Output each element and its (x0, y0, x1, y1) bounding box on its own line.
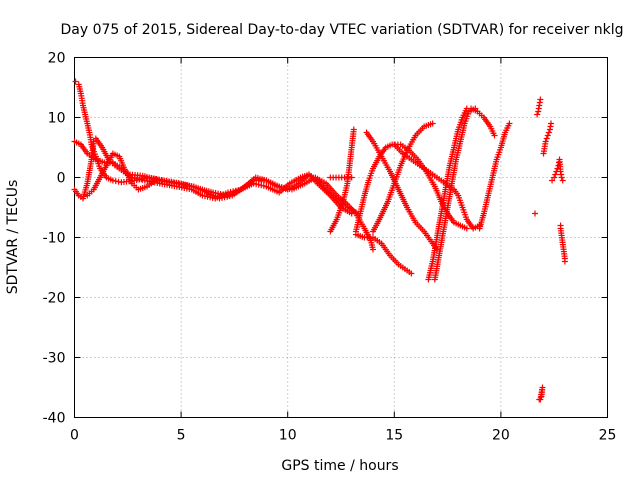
x-tick-label: 15 (385, 428, 403, 444)
y-tick-label: 20 (48, 51, 66, 67)
data-point (369, 246, 376, 253)
data-point (545, 129, 552, 136)
x-tick-label: 25 (599, 428, 617, 444)
data-point (551, 174, 558, 181)
data-point (542, 138, 549, 145)
y-tick-label: -40 (43, 411, 66, 427)
data-point (558, 174, 565, 181)
data-point (348, 174, 355, 181)
x-axis-label: GPS time / hours (281, 458, 398, 474)
x-tick-label: 20 (492, 428, 510, 444)
data-point (152, 177, 159, 184)
data-point (537, 96, 544, 103)
y-axis-label: SDTVAR / TECUs (5, 180, 21, 295)
y-tick-label: 10 (48, 111, 66, 127)
data-point (534, 111, 541, 118)
data-point (72, 78, 79, 85)
data-point (429, 120, 436, 127)
x-tick-label: 0 (70, 428, 79, 444)
grid (74, 57, 608, 418)
data-point (408, 270, 415, 277)
data-point (506, 120, 513, 127)
data-point (472, 105, 479, 112)
x-tick-label: 10 (279, 428, 297, 444)
data-point (548, 120, 555, 127)
data-point (559, 177, 566, 184)
data-points (71, 78, 568, 403)
data-point (561, 258, 568, 265)
data-point (491, 132, 498, 139)
y-tick-label: 0 (57, 171, 66, 187)
y-tick-label: -30 (43, 351, 66, 367)
data-point (348, 210, 355, 217)
data-point (543, 135, 550, 142)
data-point (532, 210, 539, 217)
y-tick-label: -10 (43, 231, 66, 247)
data-point (537, 396, 544, 403)
data-point (552, 171, 559, 178)
data-point (463, 225, 470, 232)
chart-title: Day 075 of 2015, Sidereal Day-to-day VTE… (61, 22, 624, 38)
data-point (544, 132, 551, 139)
x-tick-label: 5 (177, 428, 186, 444)
data-point (350, 126, 357, 133)
ticks: 0 5 10 15 20 25 -40 -30 -20 -10 0 10 20 (43, 51, 617, 444)
y-tick-label: -20 (43, 291, 66, 307)
